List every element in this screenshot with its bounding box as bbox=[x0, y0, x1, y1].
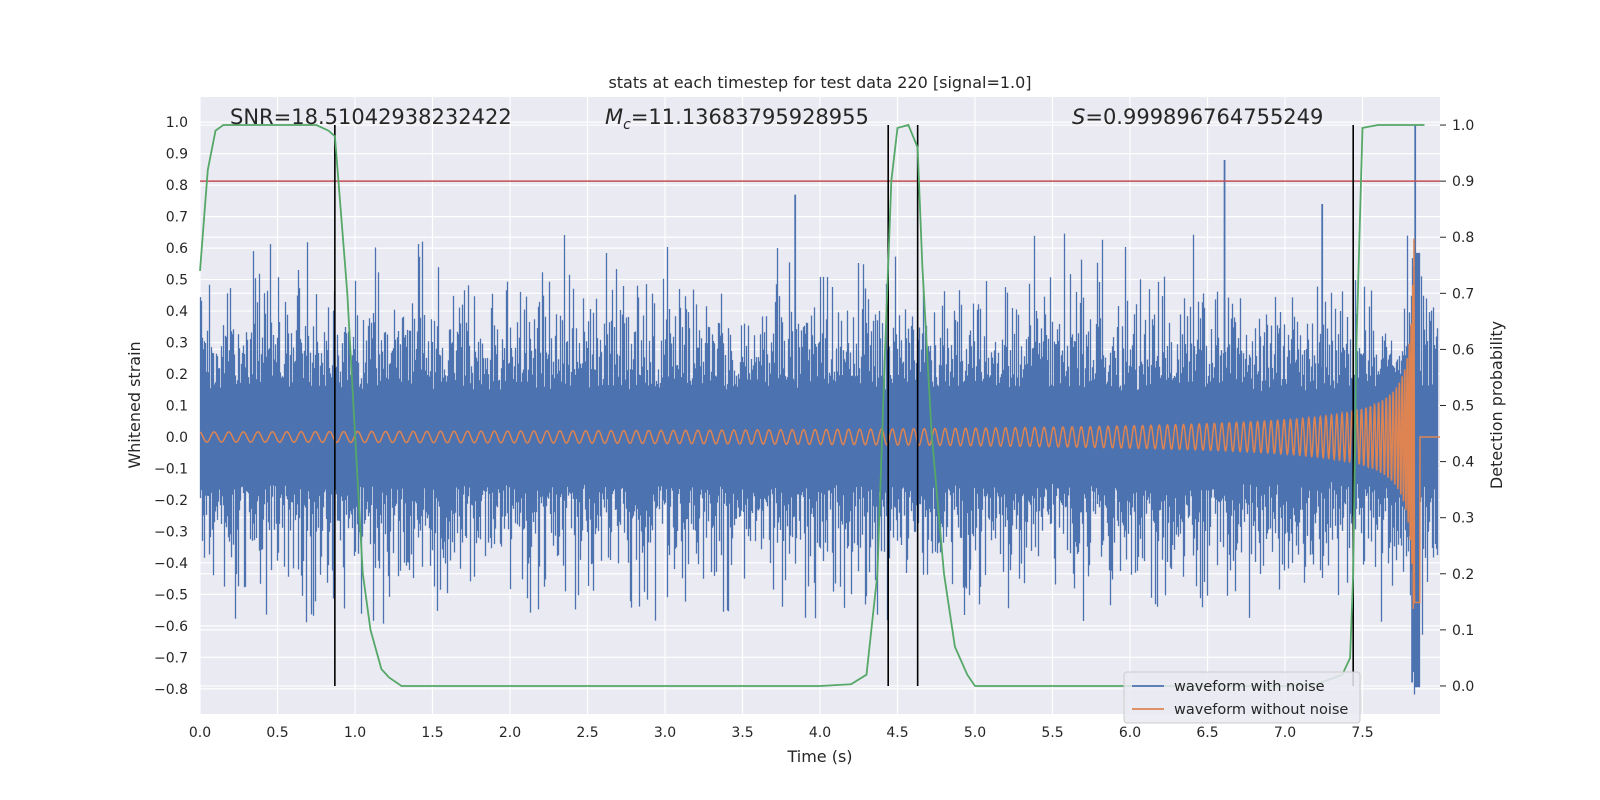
x-tick-label: 6.0 bbox=[1119, 725, 1141, 741]
y-tick-label-left: 1.0 bbox=[166, 115, 188, 131]
x-tick-label: 2.5 bbox=[576, 725, 598, 741]
snr-annotation: SNR=18.51042938232422 bbox=[230, 105, 512, 129]
chirp-mass-annotation: Mc=11.13683795928955 bbox=[605, 105, 869, 133]
y-tick-label-right: 0.2 bbox=[1452, 567, 1474, 583]
y-tick-label-right: 0.4 bbox=[1452, 455, 1474, 471]
y-tick-label-left: −0.2 bbox=[154, 493, 188, 509]
significance-value: =0.999896764755249 bbox=[1085, 105, 1323, 129]
x-tick-label: 5.5 bbox=[1041, 725, 1063, 741]
y-tick-label-right: 0.3 bbox=[1452, 511, 1474, 527]
significance-symbol: S bbox=[1072, 105, 1085, 129]
y-tick-label-left: 0.2 bbox=[166, 367, 188, 383]
y-tick-label-right: 0.0 bbox=[1452, 679, 1474, 695]
legend: waveform with noise waveform without noi… bbox=[1123, 671, 1361, 724]
y-axis-label-left: Whitened strain bbox=[125, 341, 144, 468]
x-axis-label: Time (s) bbox=[786, 747, 852, 766]
y-tick-label-left: 0.1 bbox=[166, 399, 188, 415]
y-tick-label-left: 0.5 bbox=[166, 273, 188, 289]
chart-title: stats at each timestep for test data 220… bbox=[608, 73, 1031, 92]
x-tick-label: 4.5 bbox=[886, 725, 908, 741]
y-tick-label-right: 0.1 bbox=[1452, 623, 1474, 639]
x-tick-label: 2.0 bbox=[499, 725, 521, 741]
y-tick-label-left: −0.3 bbox=[154, 524, 188, 540]
x-tick-label: 1.0 bbox=[344, 725, 366, 741]
overlay-lines bbox=[200, 125, 1440, 686]
axes: 0.0 0.5 1.0 1.5 2.0 2.5 3.0 3.5 4.0 4.5 5.0 5.5 6.0 6… bbox=[154, 115, 1474, 741]
y-tick-label-right: 0.9 bbox=[1452, 174, 1474, 190]
y-tick-label-right: 0.5 bbox=[1452, 399, 1474, 415]
chirp-mass-subscript: c bbox=[623, 117, 631, 133]
y-tick-label-left: 0.7 bbox=[166, 210, 188, 226]
x-tick-label: 4.0 bbox=[809, 725, 831, 741]
y-tick-label-left: −0.8 bbox=[154, 682, 188, 698]
chirp-mass-symbol: M bbox=[605, 105, 623, 129]
y-tick-label-left: 0.4 bbox=[166, 304, 188, 320]
x-tick-label: 3.5 bbox=[731, 725, 753, 741]
x-tick-label: 5.0 bbox=[964, 725, 986, 741]
y-tick-label-left: 0.0 bbox=[166, 430, 188, 446]
legend-box bbox=[1123, 671, 1361, 724]
clean-waveform-path bbox=[199, 238, 1440, 609]
y-tick-label-left: 0.9 bbox=[166, 147, 188, 163]
y-tick-label-left: −0.6 bbox=[154, 619, 188, 635]
y-tick-label-left: 0.8 bbox=[166, 178, 188, 194]
y-tick-label-left: −0.4 bbox=[154, 556, 188, 572]
y-tick-label-right: 1.0 bbox=[1452, 118, 1474, 134]
x-tick-label: 0.0 bbox=[189, 725, 211, 741]
y-tick-label-right: 0.7 bbox=[1452, 286, 1474, 302]
y-tick-label-left: −0.5 bbox=[154, 587, 188, 603]
x-tick-label: 6.5 bbox=[1196, 725, 1218, 741]
y-axis-label-right: Detection probability bbox=[1487, 321, 1506, 489]
y-tick-label-left: −0.1 bbox=[154, 461, 188, 477]
y-tick-label-right: 0.8 bbox=[1452, 230, 1474, 246]
legend-label-noise: waveform with noise bbox=[1174, 679, 1325, 695]
x-tick-label: 1.5 bbox=[421, 725, 443, 741]
x-tick-label: 3.0 bbox=[654, 725, 676, 741]
x-tick-label: 7.0 bbox=[1274, 725, 1296, 741]
significance-annotation: S=0.999896764755249 bbox=[1072, 105, 1323, 129]
x-tick-label: 7.5 bbox=[1351, 725, 1373, 741]
chirp-mass-value: =11.13683795928955 bbox=[631, 105, 869, 129]
legend-label-clean: waveform without noise bbox=[1174, 702, 1348, 718]
y-tick-label-right: 0.6 bbox=[1452, 342, 1474, 358]
y-tick-label-left: 0.6 bbox=[166, 241, 188, 257]
x-tick-label: 0.5 bbox=[266, 725, 288, 741]
series-waveform-without-noise bbox=[199, 238, 1440, 609]
y-tick-label-left: 0.3 bbox=[166, 336, 188, 352]
y-tick-label-left: −0.7 bbox=[154, 650, 188, 666]
